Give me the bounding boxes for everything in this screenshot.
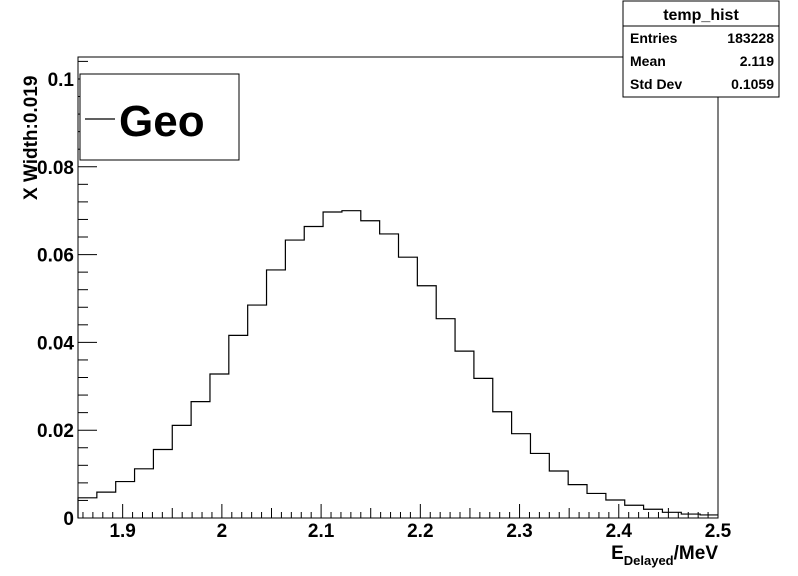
plot-frame [77, 56, 719, 519]
y-tick-label: 0.08 [37, 158, 74, 179]
y-tick-label: 0.04 [37, 333, 74, 354]
stats-stddev-label: Std Dev [630, 76, 682, 92]
tick-labels: 1.9 2 2.1 2.2 2.3 2.4 2.5 0 0.02 0.04 0.06 0.08 0.1 [37, 70, 732, 542]
stats-mean-label: Mean [630, 53, 666, 69]
x-tick-label: 1.9 [109, 521, 135, 542]
y-tick-label: 0.1 [48, 70, 75, 91]
x-axis-title-subscript: Delayed [624, 553, 674, 568]
x-axis-title-main: E [611, 543, 624, 564]
x-axis-title-suffix: /MeV [674, 543, 719, 564]
legend: Geo [79, 73, 240, 161]
stats-box-title: temp_hist [663, 7, 739, 24]
x-tick-label: 2 [217, 521, 228, 542]
x-axis-title: EDelayed/MeV [611, 543, 718, 568]
x-tick-label: 2.5 [705, 521, 732, 542]
histogram-step-line [77, 210, 718, 518]
legend-box [79, 73, 240, 161]
stats-entries-label: Entries [630, 30, 678, 46]
stats-box: temp_hist Entries 183228 Mean 2.119 Std … [622, 0, 780, 98]
y-tick-label: 0 [63, 509, 74, 530]
stats-stddev-value: 0.1059 [731, 76, 774, 92]
stats-mean-value: 2.119 [740, 53, 774, 69]
y-tick-label: 0.02 [37, 421, 74, 442]
stats-entries-value: 183228 [727, 30, 774, 46]
y-axis-title: X Width:0.019 [21, 76, 42, 200]
stats-box-frame [622, 0, 780, 98]
x-tick-label: 2.3 [506, 521, 532, 542]
legend-entry-label: Geo [119, 97, 205, 146]
y-tick-label: 0.06 [37, 246, 74, 267]
x-tick-label: 2.4 [606, 521, 633, 542]
x-tick-label: 2.2 [407, 521, 433, 542]
x-tick-label: 2.1 [308, 521, 335, 542]
